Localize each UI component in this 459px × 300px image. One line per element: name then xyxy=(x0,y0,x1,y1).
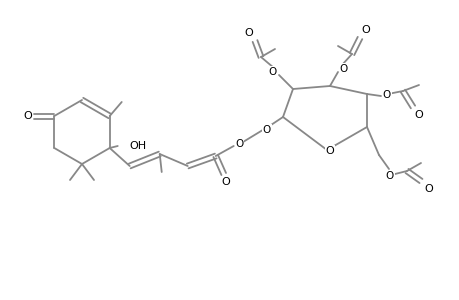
Text: O: O xyxy=(361,25,369,35)
Text: O: O xyxy=(269,67,276,77)
Text: O: O xyxy=(325,146,334,156)
Text: O: O xyxy=(382,90,390,100)
Text: O: O xyxy=(262,125,270,135)
Text: O: O xyxy=(424,184,432,194)
Text: O: O xyxy=(23,111,32,121)
Text: O: O xyxy=(339,64,347,74)
Text: OH: OH xyxy=(129,141,146,151)
Text: O: O xyxy=(221,177,230,187)
Text: O: O xyxy=(235,139,243,149)
Text: O: O xyxy=(414,110,422,120)
Text: O: O xyxy=(244,28,253,38)
Text: O: O xyxy=(385,171,393,181)
